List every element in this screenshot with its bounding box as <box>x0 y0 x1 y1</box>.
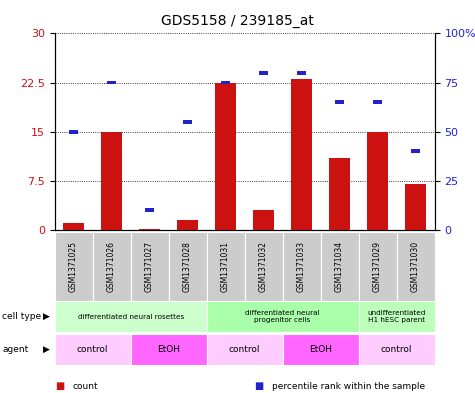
FancyBboxPatch shape <box>207 334 283 365</box>
FancyBboxPatch shape <box>359 334 435 365</box>
Bar <box>297 71 306 75</box>
Text: ▶: ▶ <box>43 312 50 321</box>
Bar <box>107 81 116 84</box>
FancyBboxPatch shape <box>397 232 435 301</box>
Bar <box>329 158 350 230</box>
FancyBboxPatch shape <box>131 232 169 301</box>
Bar <box>335 100 344 104</box>
Bar <box>183 120 192 124</box>
Text: GSM1371033: GSM1371033 <box>297 241 306 292</box>
FancyBboxPatch shape <box>207 301 359 332</box>
Bar <box>139 229 160 230</box>
Bar <box>215 83 236 230</box>
Text: GSM1371034: GSM1371034 <box>335 241 344 292</box>
FancyBboxPatch shape <box>321 232 359 301</box>
Text: ■: ■ <box>254 381 263 391</box>
Bar <box>405 184 426 230</box>
Text: control: control <box>77 345 108 354</box>
Text: ▶: ▶ <box>43 345 50 354</box>
Text: count: count <box>73 382 98 391</box>
Text: GSM1371025: GSM1371025 <box>69 241 78 292</box>
FancyBboxPatch shape <box>283 232 321 301</box>
Text: GSM1371028: GSM1371028 <box>183 241 192 292</box>
Bar <box>259 71 268 75</box>
FancyBboxPatch shape <box>55 301 207 332</box>
FancyBboxPatch shape <box>93 232 131 301</box>
FancyBboxPatch shape <box>283 334 359 365</box>
Bar <box>101 132 122 230</box>
Bar <box>411 149 420 153</box>
FancyBboxPatch shape <box>55 232 93 301</box>
Bar <box>221 81 230 84</box>
Bar <box>253 210 274 230</box>
FancyBboxPatch shape <box>169 232 207 301</box>
Text: GSM1371029: GSM1371029 <box>373 241 382 292</box>
FancyBboxPatch shape <box>359 232 397 301</box>
Text: percentile rank within the sample: percentile rank within the sample <box>272 382 425 391</box>
Text: GSM1371032: GSM1371032 <box>259 241 268 292</box>
Text: differentiated neural rosettes: differentiated neural rosettes <box>77 314 184 320</box>
FancyBboxPatch shape <box>245 232 283 301</box>
Bar <box>69 130 78 134</box>
Text: differentiated neural
progenitor cells: differentiated neural progenitor cells <box>246 310 320 323</box>
Bar <box>145 208 154 212</box>
FancyBboxPatch shape <box>207 232 245 301</box>
Text: cell type: cell type <box>2 312 41 321</box>
Bar <box>373 100 382 104</box>
Text: GDS5158 / 239185_at: GDS5158 / 239185_at <box>161 14 314 28</box>
FancyBboxPatch shape <box>131 334 207 365</box>
Text: GSM1371030: GSM1371030 <box>411 241 420 292</box>
Bar <box>63 223 84 230</box>
Text: agent: agent <box>2 345 28 354</box>
Text: undifferentiated
H1 hESC parent: undifferentiated H1 hESC parent <box>368 310 426 323</box>
FancyBboxPatch shape <box>359 301 435 332</box>
Text: GSM1371031: GSM1371031 <box>221 241 230 292</box>
Text: ■: ■ <box>55 381 64 391</box>
Bar <box>291 79 312 230</box>
Text: GSM1371026: GSM1371026 <box>107 241 116 292</box>
Text: GSM1371027: GSM1371027 <box>145 241 154 292</box>
Text: control: control <box>229 345 260 354</box>
Bar <box>177 220 198 230</box>
Text: control: control <box>381 345 412 354</box>
Text: EtOH: EtOH <box>309 345 332 354</box>
Text: EtOH: EtOH <box>157 345 180 354</box>
Bar <box>367 132 388 230</box>
FancyBboxPatch shape <box>55 334 131 365</box>
